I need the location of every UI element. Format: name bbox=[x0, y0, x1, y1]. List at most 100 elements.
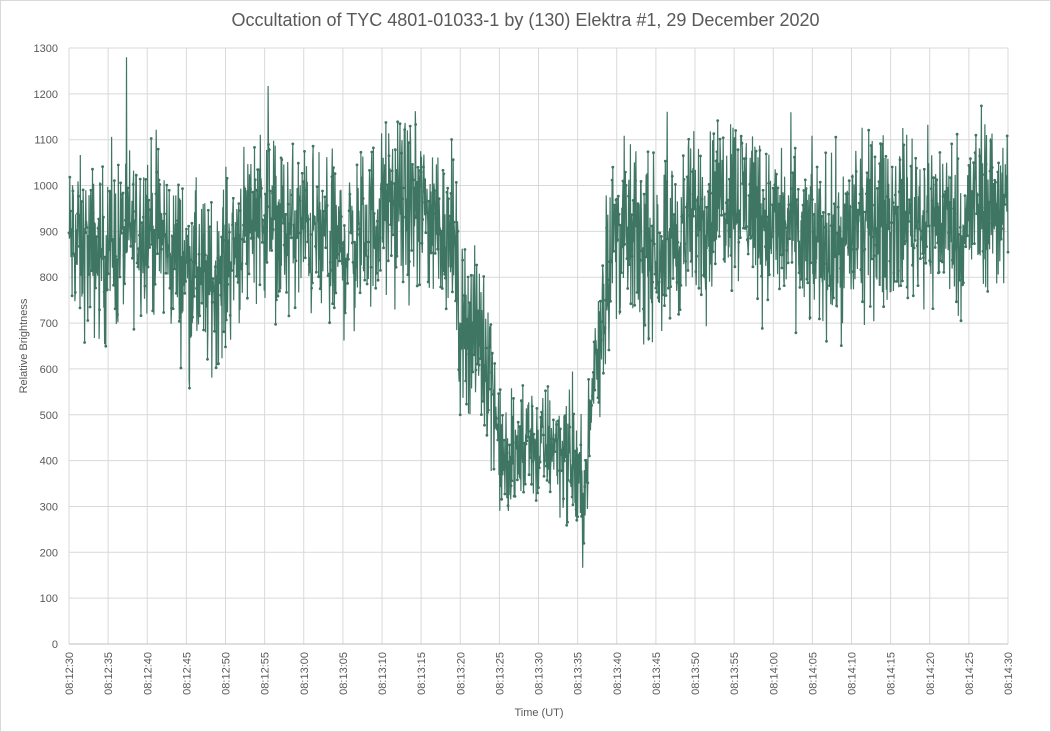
data-point bbox=[807, 213, 810, 217]
data-point bbox=[788, 237, 792, 241]
data-point bbox=[616, 238, 619, 242]
data-point bbox=[915, 166, 918, 170]
data-point bbox=[596, 396, 600, 400]
data-point bbox=[817, 210, 820, 213]
data-point bbox=[901, 279, 904, 283]
data-point bbox=[819, 275, 823, 279]
data-point bbox=[89, 188, 93, 192]
data-point bbox=[238, 233, 242, 237]
data-point bbox=[689, 260, 693, 263]
data-point bbox=[414, 123, 417, 126]
data-point bbox=[250, 219, 254, 223]
data-point bbox=[715, 150, 719, 154]
data-point bbox=[679, 284, 683, 287]
x-tick-label: 08:13:40 bbox=[612, 652, 624, 695]
data-point bbox=[962, 281, 965, 285]
data-point bbox=[113, 179, 116, 183]
data-point bbox=[167, 188, 171, 192]
data-point bbox=[922, 256, 925, 260]
data-point bbox=[802, 189, 806, 192]
data-point bbox=[131, 256, 134, 260]
data-point bbox=[95, 255, 99, 259]
x-tick-label: 08:12:30 bbox=[64, 652, 76, 695]
x-tick-label: 08:14:15 bbox=[886, 652, 898, 695]
data-point bbox=[734, 129, 738, 132]
data-point bbox=[873, 155, 877, 159]
data-point bbox=[188, 258, 192, 262]
data-point bbox=[426, 211, 429, 215]
data-point bbox=[811, 198, 814, 201]
data-point bbox=[294, 259, 298, 263]
data-point bbox=[323, 195, 327, 199]
data-point bbox=[140, 221, 144, 225]
data-point bbox=[801, 203, 805, 207]
data-point bbox=[296, 234, 299, 238]
data-point bbox=[259, 195, 263, 198]
data-point bbox=[947, 231, 950, 235]
data-point bbox=[712, 132, 716, 136]
data-point bbox=[807, 211, 811, 215]
data-point bbox=[370, 150, 374, 154]
data-point bbox=[159, 247, 163, 251]
x-tick-label: 08:13:30 bbox=[534, 652, 546, 695]
data-point bbox=[776, 186, 780, 190]
data-point bbox=[464, 379, 468, 383]
data-point bbox=[400, 151, 403, 155]
data-point bbox=[120, 231, 123, 235]
data-point bbox=[940, 260, 944, 264]
data-point bbox=[707, 183, 711, 186]
data-point bbox=[124, 250, 128, 254]
data-point bbox=[870, 257, 874, 261]
data-point bbox=[942, 270, 946, 274]
data-point bbox=[927, 224, 931, 228]
data-point bbox=[771, 203, 774, 207]
data-point bbox=[300, 171, 304, 175]
data-point bbox=[229, 261, 233, 265]
data-point bbox=[315, 185, 319, 189]
data-point bbox=[71, 189, 75, 193]
data-point bbox=[411, 163, 414, 166]
data-point bbox=[906, 296, 910, 300]
data-point bbox=[664, 294, 668, 297]
data-point bbox=[373, 246, 377, 250]
x-tick-label: 08:12:55 bbox=[260, 652, 272, 695]
data-point bbox=[944, 190, 948, 193]
data-point bbox=[558, 469, 561, 472]
data-point bbox=[837, 252, 841, 256]
data-point bbox=[344, 257, 348, 261]
data-point bbox=[231, 196, 235, 200]
data-point bbox=[572, 412, 576, 416]
data-point bbox=[849, 244, 853, 247]
data-point bbox=[663, 159, 667, 163]
data-point bbox=[595, 348, 599, 352]
data-point bbox=[576, 515, 579, 519]
data-point bbox=[289, 232, 292, 235]
data-point bbox=[584, 474, 588, 478]
data-point bbox=[347, 209, 351, 213]
data-point bbox=[806, 281, 810, 285]
data-point bbox=[469, 273, 473, 277]
data-point bbox=[604, 298, 608, 302]
data-point bbox=[385, 220, 389, 224]
data-point bbox=[125, 228, 129, 232]
data-point bbox=[860, 186, 864, 190]
data-point bbox=[170, 234, 174, 238]
data-point bbox=[804, 187, 808, 190]
data-point bbox=[713, 262, 717, 266]
data-point bbox=[408, 260, 411, 263]
data-point bbox=[941, 195, 945, 199]
data-point bbox=[634, 224, 638, 228]
data-point bbox=[476, 309, 480, 313]
data-point bbox=[770, 235, 774, 239]
data-point bbox=[437, 197, 441, 201]
data-point bbox=[517, 466, 521, 470]
data-point bbox=[1004, 195, 1008, 198]
data-point bbox=[861, 210, 865, 214]
data-point bbox=[137, 247, 141, 251]
data-point bbox=[163, 212, 166, 216]
data-point bbox=[289, 236, 293, 240]
data-point bbox=[275, 205, 279, 209]
data-point bbox=[562, 459, 566, 463]
data-point bbox=[782, 284, 786, 287]
